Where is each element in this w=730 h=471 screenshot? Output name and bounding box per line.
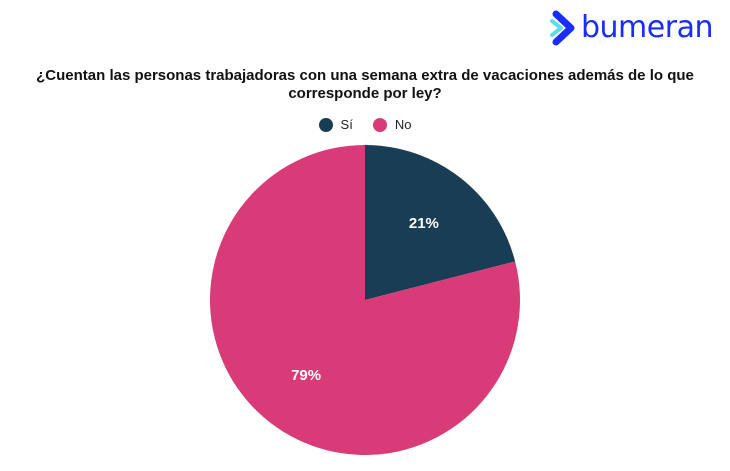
legend-item-si: Sí — [318, 117, 353, 132]
pie-label-si: 21% — [409, 215, 439, 232]
brand-logo: bumeran — [550, 8, 720, 48]
legend-swatch-si — [318, 117, 333, 132]
brand-name: bumeran — [581, 10, 713, 45]
pie-slice-no — [209, 145, 520, 455]
legend-swatch-no — [372, 117, 387, 132]
legend-item-no: No — [372, 117, 412, 132]
pie-slice-si — [365, 145, 516, 300]
legend-label-si: Sí — [340, 117, 353, 132]
legend-label-no: No — [394, 117, 412, 132]
pie-label-no: 79% — [291, 367, 321, 384]
chart-title: ¿Cuentan las personas trabajadoras con u… — [36, 67, 694, 102]
logo-chevron-icon — [550, 10, 575, 46]
chart-legend: Sí No — [0, 117, 730, 132]
